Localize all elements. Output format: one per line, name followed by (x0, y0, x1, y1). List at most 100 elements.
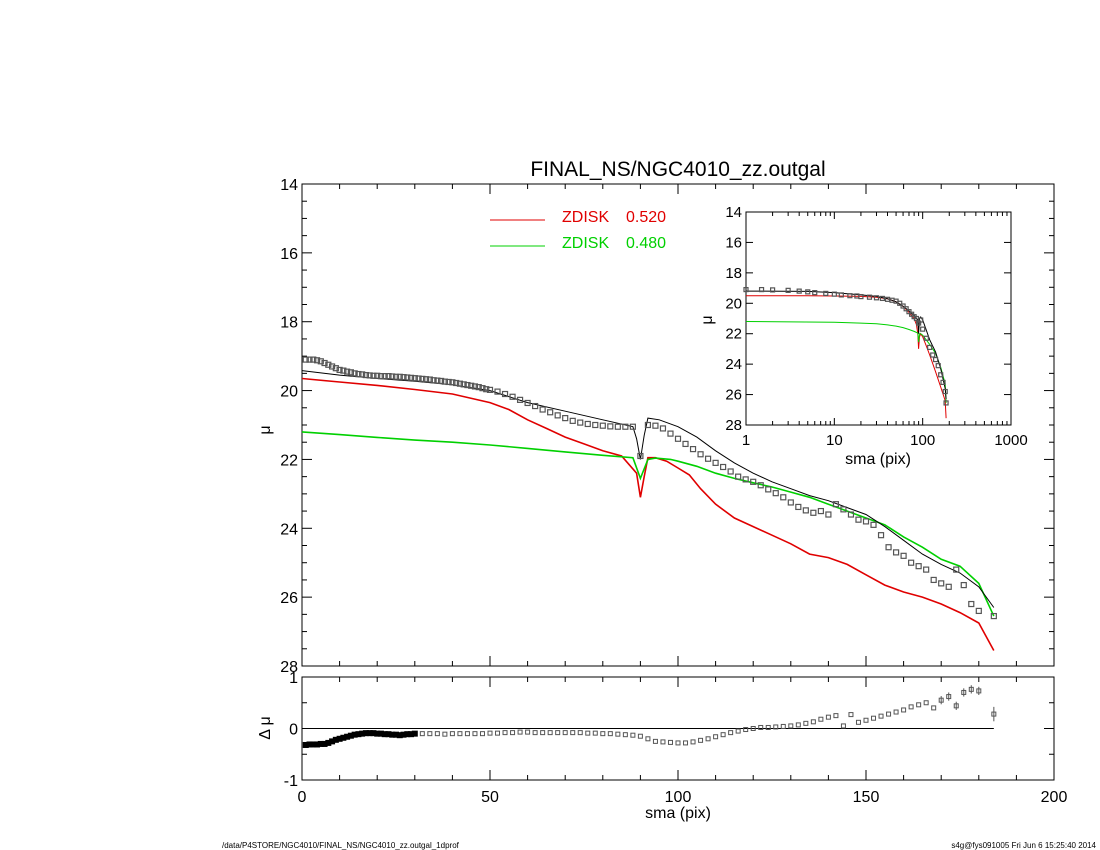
inset-data-point (838, 292, 844, 298)
residual-point (848, 712, 854, 718)
residual-point (652, 738, 658, 744)
main-ytick-label: 14 (280, 177, 298, 194)
main-data-point (674, 435, 682, 442)
main-data-point (577, 419, 584, 426)
residual-point (577, 730, 583, 736)
residual-point (622, 732, 628, 738)
main-data-point (547, 409, 554, 416)
main-data-point (697, 451, 704, 458)
main-data-point (392, 373, 400, 380)
main-data-point (750, 478, 757, 485)
main-data-point (475, 384, 482, 391)
residual-point (795, 722, 801, 728)
residual-point (825, 714, 831, 720)
main-ytick-label: 26 (280, 590, 298, 607)
main-data-point (832, 501, 840, 508)
inset-data-point (805, 289, 811, 295)
main-data-point (840, 506, 847, 513)
inset-data-points (743, 286, 949, 406)
legend: ZDISK 0.520 ZDISK 0.480 (490, 209, 666, 252)
main-data-point (652, 422, 659, 429)
main-data-point (302, 356, 309, 363)
residual-point (479, 731, 485, 737)
residual-ytick-label: 0 (289, 722, 298, 739)
inset-data-point (858, 293, 864, 300)
main-data-point (885, 544, 892, 551)
residual-point (863, 717, 869, 723)
inset-xtick-label: 100 (910, 432, 935, 449)
residual-point (773, 724, 779, 730)
inset-xlabel: sma (pix) (845, 451, 911, 468)
main-ticks: 14 16 18 20 22 24 26 28 (280, 177, 1055, 676)
residual-ytick-label: 1 (289, 670, 298, 687)
inset-data-point (923, 335, 929, 341)
inset-ytick-label: 26 (725, 387, 742, 404)
main-series (301, 370, 995, 651)
main-data-point (712, 459, 719, 466)
main-data-point (351, 370, 358, 377)
main-data-point (584, 420, 591, 428)
inset-ytick-label: 22 (725, 326, 742, 343)
inset-data-point (812, 290, 818, 296)
residual-point (758, 724, 764, 730)
main-data-point (900, 552, 907, 559)
main-data-point (422, 376, 430, 383)
main-data-point (434, 377, 441, 384)
residual-xtick-label: 50 (481, 789, 499, 806)
inset-data-point (920, 326, 926, 332)
residual-ytick-label: -1 (284, 773, 298, 790)
residual-point (931, 705, 937, 711)
residual-point (916, 702, 922, 708)
residual-point (908, 704, 914, 710)
main-data-point (923, 566, 930, 573)
main-data-point (415, 375, 422, 382)
main-data-point (532, 402, 539, 410)
inset-data-point (847, 293, 853, 299)
main-data-point (385, 373, 392, 380)
residual-point (547, 730, 553, 736)
main-data-point (682, 440, 689, 448)
main-data-point (430, 377, 437, 384)
residual-point (442, 731, 448, 737)
main-data-point (404, 374, 411, 381)
main-data-point (877, 532, 885, 539)
inset-data-point (935, 363, 941, 369)
residual-xlabel: sma (pix) (645, 805, 711, 822)
residual-point (886, 711, 892, 717)
residual-xtick-label: 0 (298, 789, 307, 806)
residual-point (871, 715, 877, 721)
main-data-point (847, 511, 855, 518)
main-data-point (509, 393, 516, 400)
main-data-point (975, 607, 982, 615)
main-data-point (516, 396, 524, 403)
main-data-point (870, 521, 877, 528)
residual-point (750, 726, 756, 731)
residual-point (419, 731, 425, 737)
inset-xtick-label: 10 (826, 432, 843, 449)
inset-data-point (823, 290, 829, 296)
residual-data-points (302, 685, 997, 748)
main-data-point (524, 399, 531, 407)
main-data-point (629, 423, 636, 430)
main-data-point (953, 566, 960, 573)
inset-data-point (940, 379, 946, 385)
legend-zdisk1-value: 0.520 (626, 209, 666, 226)
main-series-line-2 (301, 370, 995, 608)
main-data-point (407, 374, 415, 381)
main-data-point (483, 386, 490, 393)
inset-data-point (879, 295, 885, 302)
main-data-point (735, 473, 742, 480)
main-data-point (802, 507, 809, 514)
residual-xtick-label: 150 (853, 789, 880, 806)
inset-data-point (927, 344, 933, 351)
main-data-point (359, 371, 366, 378)
main-data-point (968, 600, 975, 608)
inset-data-point (873, 295, 880, 301)
residual-point (901, 707, 907, 713)
residual-point (818, 716, 824, 722)
main-data-point (930, 576, 937, 584)
residual-point (637, 733, 643, 739)
